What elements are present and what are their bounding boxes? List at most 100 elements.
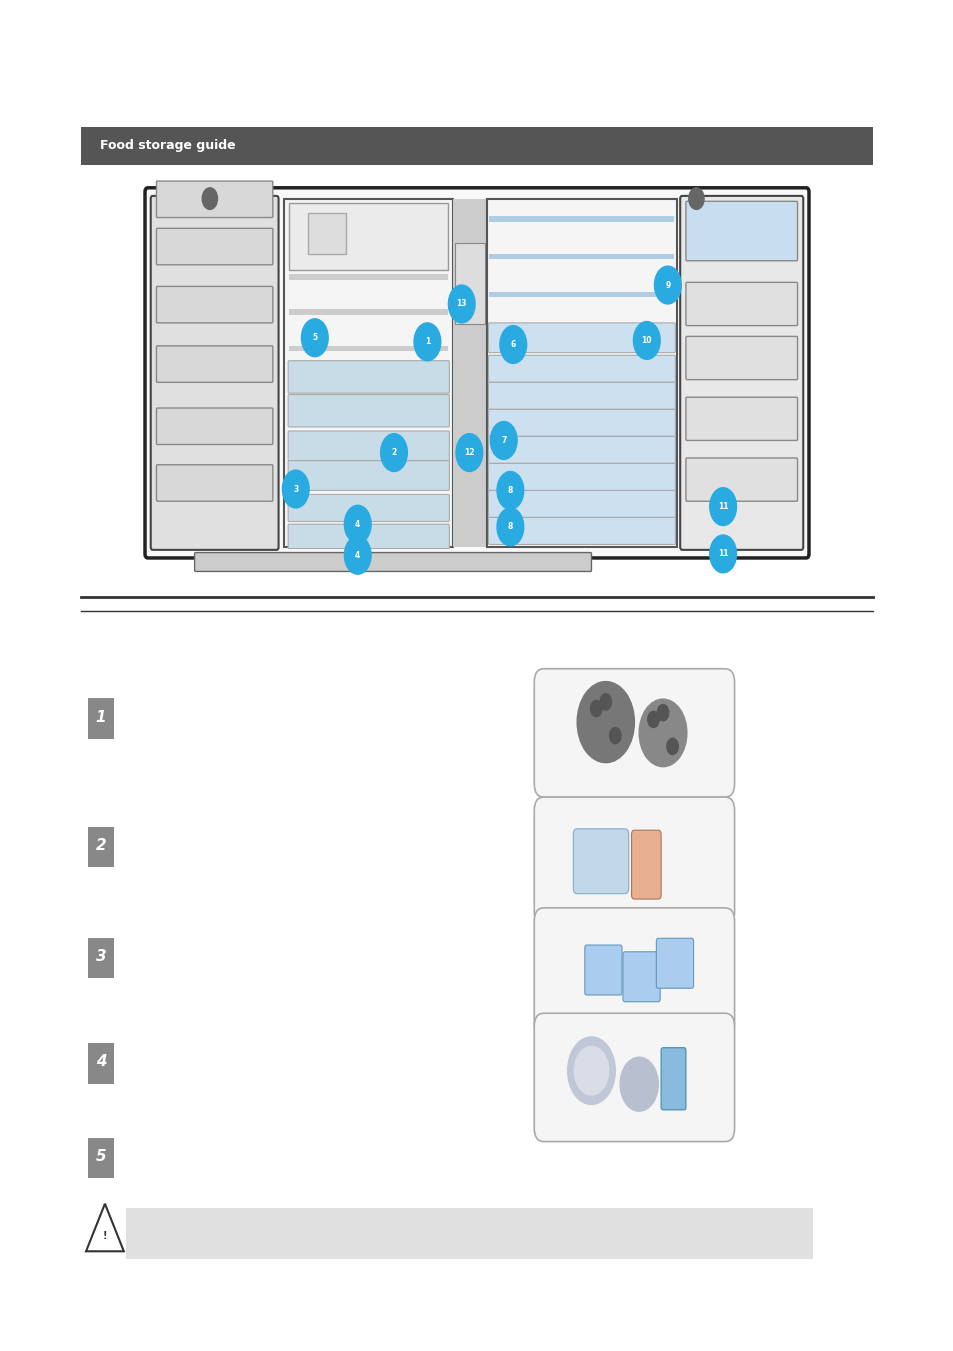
FancyBboxPatch shape <box>488 463 675 490</box>
Polygon shape <box>86 1204 124 1251</box>
FancyBboxPatch shape <box>685 397 797 440</box>
Text: 8: 8 <box>507 486 513 494</box>
Circle shape <box>380 434 407 471</box>
Text: 3: 3 <box>95 948 107 965</box>
Text: 7: 7 <box>500 436 506 444</box>
Circle shape <box>414 323 440 361</box>
FancyBboxPatch shape <box>288 361 449 393</box>
Text: 2: 2 <box>95 838 107 854</box>
Circle shape <box>599 694 611 711</box>
FancyBboxPatch shape <box>288 494 449 521</box>
FancyBboxPatch shape <box>685 282 797 326</box>
FancyBboxPatch shape <box>156 408 273 444</box>
FancyBboxPatch shape <box>156 286 273 323</box>
Circle shape <box>709 535 736 573</box>
FancyBboxPatch shape <box>156 465 273 501</box>
Text: 8: 8 <box>507 523 513 531</box>
Text: 13: 13 <box>456 300 467 308</box>
Circle shape <box>633 322 659 359</box>
Text: 11: 11 <box>717 503 728 511</box>
FancyBboxPatch shape <box>288 431 449 461</box>
Circle shape <box>490 422 517 459</box>
Text: 5: 5 <box>95 1148 107 1165</box>
FancyBboxPatch shape <box>488 490 675 517</box>
FancyBboxPatch shape <box>534 908 734 1036</box>
Text: 4: 4 <box>355 520 360 528</box>
FancyBboxPatch shape <box>488 517 675 544</box>
Text: 9: 9 <box>664 281 670 289</box>
FancyBboxPatch shape <box>685 458 797 501</box>
FancyBboxPatch shape <box>288 524 449 549</box>
FancyBboxPatch shape <box>194 553 591 571</box>
FancyBboxPatch shape <box>288 461 449 490</box>
FancyBboxPatch shape <box>488 382 675 409</box>
Circle shape <box>577 682 634 762</box>
Bar <box>88 1043 114 1084</box>
Text: !: ! <box>103 1231 107 1242</box>
Bar <box>289 309 448 315</box>
Circle shape <box>574 1046 608 1094</box>
FancyBboxPatch shape <box>685 336 797 380</box>
Circle shape <box>709 488 736 526</box>
FancyBboxPatch shape <box>488 436 675 463</box>
Text: 12: 12 <box>463 449 475 457</box>
Text: 10: 10 <box>640 336 652 345</box>
Circle shape <box>666 738 678 754</box>
FancyBboxPatch shape <box>486 199 677 547</box>
Text: 3: 3 <box>293 485 298 493</box>
Circle shape <box>639 700 686 767</box>
Text: 5: 5 <box>312 334 317 342</box>
Bar <box>308 213 346 254</box>
Bar <box>489 216 674 222</box>
FancyBboxPatch shape <box>488 323 675 353</box>
Circle shape <box>657 705 668 721</box>
Circle shape <box>301 319 328 357</box>
Circle shape <box>619 1056 658 1111</box>
Circle shape <box>344 505 371 543</box>
Circle shape <box>567 1038 615 1105</box>
FancyBboxPatch shape <box>156 346 273 382</box>
Bar <box>126 1208 812 1259</box>
Bar <box>88 698 114 739</box>
Bar <box>489 292 674 297</box>
FancyBboxPatch shape <box>685 201 797 261</box>
FancyBboxPatch shape <box>151 196 278 550</box>
Bar <box>455 243 484 324</box>
Bar <box>88 827 114 867</box>
Circle shape <box>647 711 659 727</box>
Text: 1: 1 <box>95 709 107 725</box>
Bar <box>453 199 486 547</box>
FancyBboxPatch shape <box>488 355 675 382</box>
FancyBboxPatch shape <box>656 938 693 989</box>
FancyBboxPatch shape <box>573 830 628 894</box>
Bar <box>489 332 674 338</box>
FancyBboxPatch shape <box>660 1048 685 1111</box>
FancyBboxPatch shape <box>534 669 734 797</box>
Bar <box>88 938 114 978</box>
FancyBboxPatch shape <box>631 830 660 900</box>
Circle shape <box>499 326 526 363</box>
Circle shape <box>609 727 620 743</box>
Text: 4: 4 <box>355 551 360 559</box>
Circle shape <box>344 536 371 574</box>
Circle shape <box>688 188 703 209</box>
FancyBboxPatch shape <box>156 228 273 265</box>
FancyBboxPatch shape <box>622 952 659 1002</box>
Bar <box>289 203 448 270</box>
Bar <box>289 274 448 280</box>
Circle shape <box>448 285 475 323</box>
Bar <box>489 254 674 259</box>
Bar <box>88 1138 114 1178</box>
Circle shape <box>282 470 309 508</box>
Text: 4: 4 <box>95 1054 107 1070</box>
FancyBboxPatch shape <box>679 196 802 550</box>
FancyBboxPatch shape <box>534 797 734 925</box>
Text: 2: 2 <box>391 449 396 457</box>
Bar <box>289 346 448 351</box>
Circle shape <box>590 701 601 716</box>
FancyBboxPatch shape <box>488 409 675 436</box>
Text: Food storage guide: Food storage guide <box>100 139 235 153</box>
FancyBboxPatch shape <box>288 394 449 427</box>
Text: 11: 11 <box>717 550 728 558</box>
FancyBboxPatch shape <box>534 1013 734 1142</box>
